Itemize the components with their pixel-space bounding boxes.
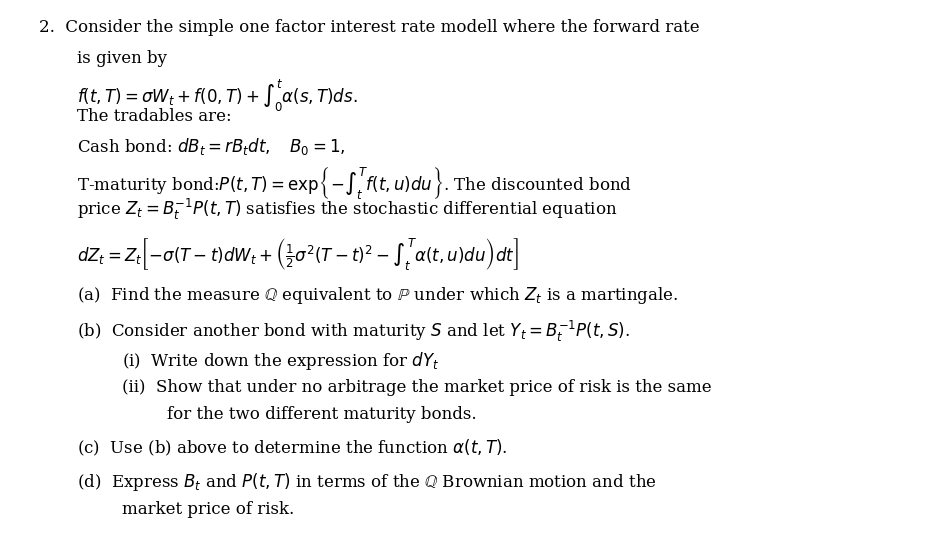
Text: (a)  Find the measure $\mathbb{Q}$ equivalent to $\mathbb{P}$ under which $Z_t$ : (a) Find the measure $\mathbb{Q}$ equiva… (77, 285, 678, 306)
Text: for the two different maturity bonds.: for the two different maturity bonds. (167, 406, 475, 423)
Text: (c)  Use (b) above to determine the function $\alpha(t,T)$.: (c) Use (b) above to determine the funct… (77, 437, 507, 458)
Text: $dZ_t = Z_t\left[-\sigma(T-t)dW_t + \left(\frac{1}{2}\sigma^2(T-t)^2 - \int_t^T\: $dZ_t = Z_t\left[-\sigma(T-t)dW_t + \lef… (77, 237, 518, 273)
Text: $f(t,T) = \sigma W_t + f(0,T) + \int_0^t \alpha(s,T)ds.$: $f(t,T) = \sigma W_t + f(0,T) + \int_0^t… (77, 78, 358, 114)
Text: (d)  Express $B_t$ and $P(t,T)$ in terms of the $\mathbb{Q}$ Brownian motion and: (d) Express $B_t$ and $P(t,T)$ in terms … (77, 471, 656, 493)
Text: Cash bond: $dB_t = rB_t dt, \quad B_0 = 1,$: Cash bond: $dB_t = rB_t dt, \quad B_0 = … (77, 136, 345, 157)
Text: The tradables are:: The tradables are: (77, 108, 231, 125)
Text: (i)  Write down the expression for $dY_t$: (i) Write down the expression for $dY_t$ (122, 350, 439, 372)
Text: is given by: is given by (77, 50, 167, 66)
Text: (ii)  Show that under no arbitrage the market price of risk is the same: (ii) Show that under no arbitrage the ma… (122, 379, 710, 396)
Text: price $Z_t = B_t^{-1}P(t,T)$ satisfies the stochastic differential equation: price $Z_t = B_t^{-1}P(t,T)$ satisfies t… (77, 197, 617, 221)
Text: (b)  Consider another bond with maturity $S$ and let $Y_t = B_t^{-1}P(t,S)$.: (b) Consider another bond with maturity … (77, 319, 629, 343)
Text: 2.  Consider the simple one factor interest rate modell where the forward rate: 2. Consider the simple one factor intere… (39, 19, 699, 36)
Text: T-maturity bond:$P(t,T) = \mathrm{exp}\left\{-\int_t^T f(t,u)du\right\}$. The di: T-maturity bond:$P(t,T) = \mathrm{exp}\l… (77, 166, 631, 202)
Text: market price of risk.: market price of risk. (122, 501, 294, 518)
